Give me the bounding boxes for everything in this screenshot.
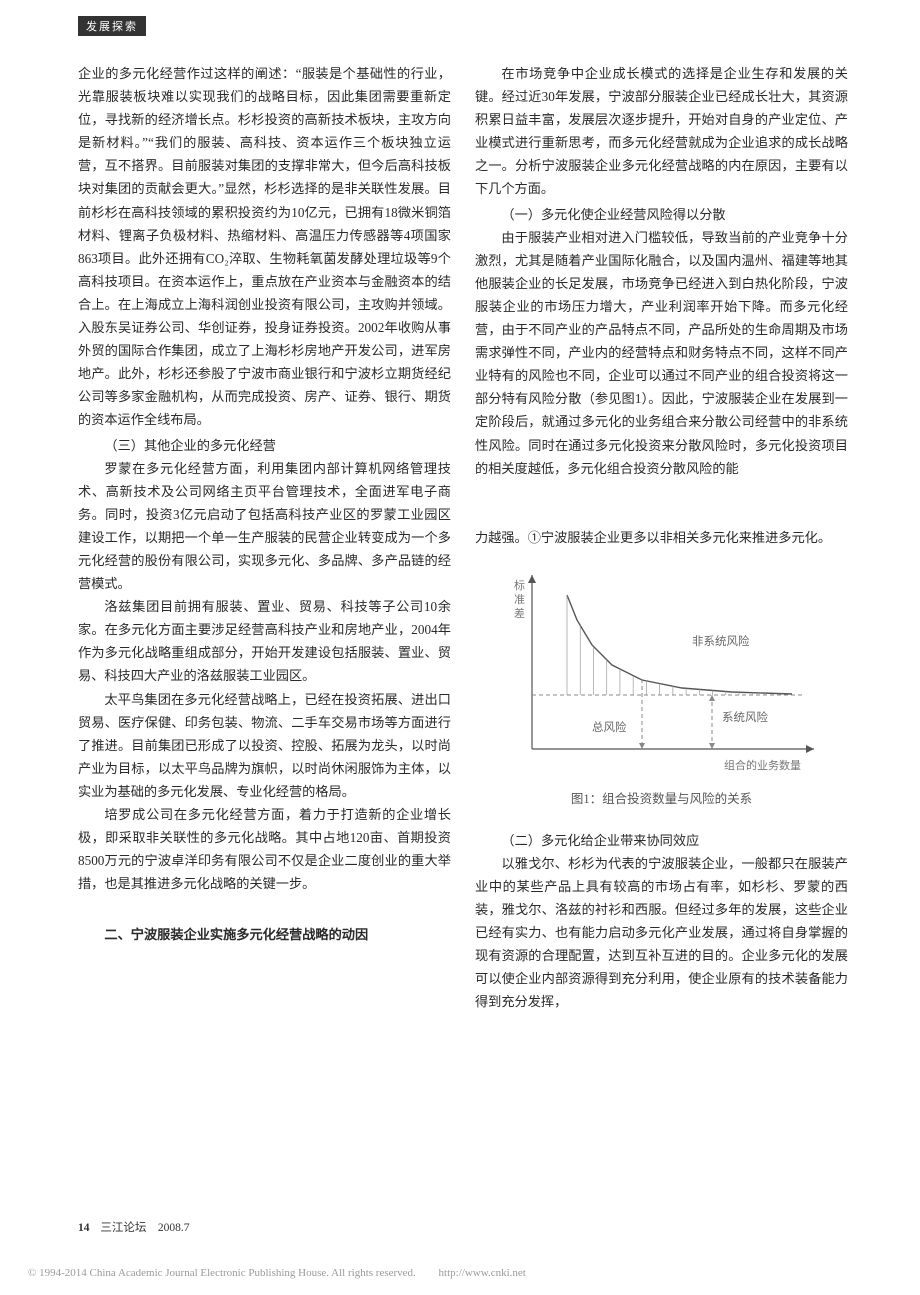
- para: 培罗成公司在多元化经营方面，着力于打造新的企业增长极，即采取非关联性的多元化战略…: [78, 803, 451, 895]
- para: 太平鸟集团在多元化经营战略上，已经在投资拓展、进出口贸易、医疗保健、印务包装、物…: [78, 688, 451, 803]
- svg-text:总风险: 总风险: [592, 720, 627, 734]
- left-column: 企业的多元化经营作过这样的阐述：“服装是个基础性的行业，光靠服装板块难以实现我们…: [78, 62, 451, 1013]
- page-footer: 14 三江论坛 2008.7: [78, 1219, 190, 1235]
- svg-text:组合的业务数量: 组合的业务数量: [724, 758, 801, 772]
- section-heading: 二、宁波服装企业实施多元化经营战略的动因: [78, 923, 451, 946]
- right-column: 在市场竞争中企业成长模式的选择是企业生存和发展的关键。经过近30年发展，宁波部分…: [475, 62, 848, 1013]
- svg-text:差: 差: [514, 606, 525, 620]
- issue: 2008.7: [158, 1222, 190, 1234]
- chart-caption: 图1：组合投资数量与风险的关系: [475, 789, 848, 811]
- svg-text:非系统风险: 非系统风险: [692, 634, 750, 648]
- para: 在市场竞争中企业成长模式的选择是企业生存和发展的关键。经过近30年发展，宁波部分…: [475, 62, 848, 201]
- svg-text:准: 准: [514, 593, 525, 606]
- svg-text:系统风险: 系统风险: [722, 710, 768, 724]
- page-number: 14: [78, 1222, 90, 1234]
- journal-name: 三江论坛: [100, 1222, 146, 1234]
- subheading: （三）其他企业的多元化经营: [78, 434, 451, 457]
- copyright-url: http://www.cnki.net: [439, 1267, 526, 1279]
- subheading: （一）多元化使企业经营风险得以分散: [475, 203, 848, 226]
- copyright-text: © 1994-2014 China Academic Journal Elect…: [28, 1267, 416, 1279]
- main-content: 企业的多元化经营作过这样的阐述：“服装是个基础性的行业，光靠服装板块难以实现我们…: [78, 62, 848, 1013]
- para: 洛兹集团目前拥有服装、置业、贸易、科技等子公司10余家。在多元化方面主要涉足经营…: [78, 595, 451, 687]
- section-tag: 发展探索: [78, 16, 146, 36]
- svg-text:标: 标: [514, 578, 525, 592]
- subheading: （二）多元化给企业带来协同效应: [475, 829, 848, 852]
- chart-svg: 标准差组合的业务数量 非系统风险总风险 系统风险: [502, 567, 822, 777]
- para: 由于服装产业相对进入门槛较低，导致当前的产业竞争十分激烈，尤其是随着产业国际化融…: [475, 226, 848, 480]
- copyright-line: © 1994-2014 China Academic Journal Elect…: [28, 1267, 526, 1279]
- para: 罗蒙在多元化经营方面，利用集团内部计算机网络管理技术、高新技术及公司网络主页平台…: [78, 457, 451, 596]
- para: 力越强。①宁波服装企业更多以非相关多元化来推进多元化。: [475, 526, 848, 549]
- para: 企业的多元化经营作过这样的阐述：“服装是个基础性的行业，光靠服装板块难以实现我们…: [78, 62, 451, 432]
- para: 以雅戈尔、杉杉为代表的宁波服装企业，一般都只在服装产业中的某些产品上具有较高的市…: [475, 852, 848, 1014]
- risk-chart: 标准差组合的业务数量 非系统风险总风险 系统风险 图1：组合投资数量与风险的关系: [475, 567, 848, 811]
